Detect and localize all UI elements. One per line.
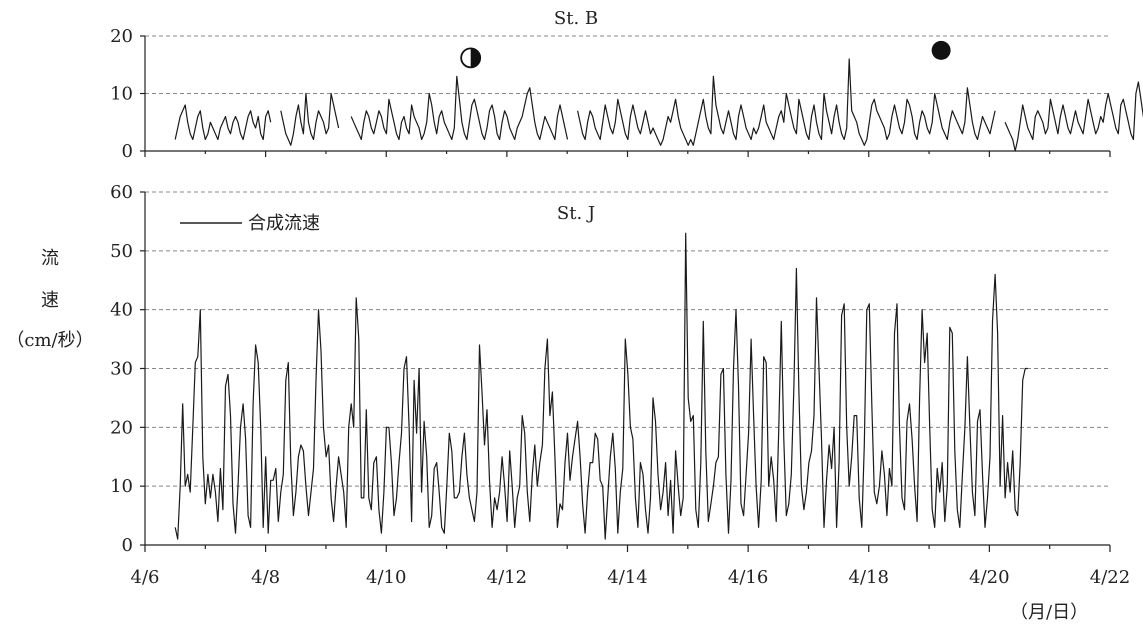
x-tick-label: 4/6 bbox=[131, 567, 160, 588]
st-b-ytick-label: 10 bbox=[110, 84, 133, 105]
st-j-ytick-label: 40 bbox=[110, 300, 133, 321]
y-axis-label-unit: （cm/秒） bbox=[6, 330, 94, 351]
st-j-title: St. J bbox=[557, 203, 595, 224]
st-j-ytick-label: 0 bbox=[122, 535, 133, 556]
st-j-ytick-label: 60 bbox=[110, 182, 133, 203]
tick-labels: 0 10 20 0 10 20 30 40 50 60 4/6 4/8 4/10 4/12 4/14 4/16… bbox=[110, 26, 1130, 588]
x-tick-label: 4/22 bbox=[1090, 567, 1130, 588]
x-tick-label: 4/10 bbox=[366, 567, 406, 588]
x-tick-label: 4/18 bbox=[849, 567, 889, 588]
st-b-ytick-label: 0 bbox=[122, 141, 133, 162]
first-quarter-moon-icon bbox=[460, 47, 482, 69]
axes bbox=[140, 35, 1111, 552]
x-axis-unit-label: （月/日） bbox=[1010, 602, 1089, 623]
x-tick-label: 4/8 bbox=[251, 567, 280, 588]
st-j-speed-line bbox=[174, 232, 1028, 540]
full-moon-disc bbox=[931, 40, 951, 60]
legend-label: 合成流速 bbox=[248, 213, 320, 234]
moon-icons bbox=[460, 40, 951, 69]
y-axis-label-char1: 流 bbox=[41, 248, 59, 269]
x-tick-label: 4/16 bbox=[728, 567, 768, 588]
st-b-ytick-label: 20 bbox=[110, 26, 133, 47]
quarter-moon-dark-half bbox=[470, 48, 481, 68]
st-j-ytick-label: 50 bbox=[110, 241, 133, 262]
full-moon-icon bbox=[931, 40, 951, 60]
y-axis-label-char2: 速 bbox=[41, 290, 59, 311]
st-j-ytick-label: 30 bbox=[110, 359, 133, 380]
top-panel-grid bbox=[145, 35, 1110, 94]
st-j-series-line bbox=[174, 232, 1028, 540]
st-b-speed-line bbox=[174, 58, 1143, 152]
st-j-ytick-label: 10 bbox=[110, 476, 133, 497]
st-b-title: St. B bbox=[554, 8, 598, 29]
st-b-series-line bbox=[174, 58, 1143, 152]
st-j-ytick-label: 20 bbox=[110, 417, 133, 438]
x-tick-label: 4/12 bbox=[487, 567, 527, 588]
x-tick-label: 4/14 bbox=[607, 567, 647, 588]
x-tick-label: 4/20 bbox=[969, 567, 1009, 588]
